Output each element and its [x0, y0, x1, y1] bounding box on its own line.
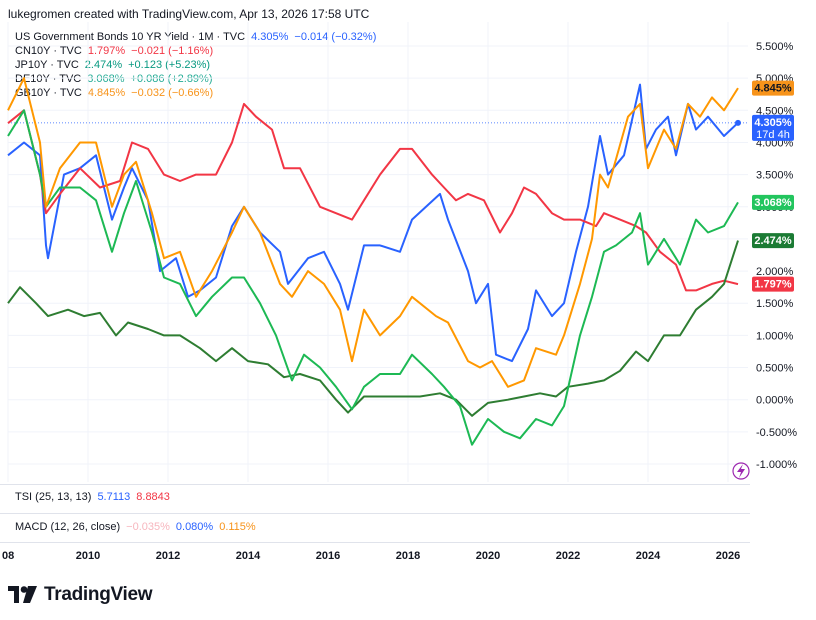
price-label-countdown: 17d 4h	[756, 129, 790, 141]
y-tick-label: 5.500%	[756, 41, 794, 53]
legend-symbol: CN10Y · TVC	[15, 45, 82, 57]
y-tick-label: 0.000%	[756, 395, 794, 407]
macd-value-2: 0.080%	[175, 521, 214, 533]
price-label: 4.305%	[754, 117, 792, 129]
pane-divider[interactable]	[0, 513, 750, 514]
x-axis: 08 2010 2012 2014 2016 2018 2020 2022 2024 2026	[2, 550, 740, 562]
pane-divider	[0, 542, 750, 543]
y-tick-label: 0.500%	[756, 363, 794, 375]
tradingview-logo-icon	[8, 586, 37, 603]
series-line-cn10y	[7, 102, 739, 292]
price-label: 4.845%	[754, 83, 792, 95]
x-tick-label: 2020	[476, 550, 500, 562]
legend-value: 4.305%	[251, 31, 289, 43]
price-label-bg	[752, 233, 794, 249]
macd-value-3: 0.115%	[219, 521, 256, 533]
tsi-label: TSI (25, 13, 13)	[15, 491, 92, 503]
series-line-gb10y	[7, 77, 739, 388]
legend-value: 1.797%	[87, 45, 126, 57]
y-tick-label: -0.500%	[756, 427, 797, 439]
y-axis: 5.500%5.000%4.500%4.000%3.500%3.000%2.50…	[756, 41, 797, 471]
x-tick-label: 2016	[316, 550, 340, 562]
price-label-bg	[752, 80, 794, 96]
legend-symbol: GB10Y · TVC	[15, 87, 82, 99]
series-line-de10y	[7, 109, 739, 446]
price-label-bg	[752, 276, 794, 292]
legend-symbol: DE10Y · TVC	[15, 73, 82, 85]
lightning-icon[interactable]	[732, 462, 750, 480]
y-tick-label: 3.500%	[756, 170, 794, 182]
legend-value: 4.845%	[87, 87, 126, 99]
macd-value-1: −0.035%	[126, 521, 170, 533]
x-tick-label: 08	[2, 550, 14, 562]
chart-grid	[7, 22, 748, 482]
y-tick-label: -1.000%	[756, 459, 797, 471]
legend-gb10y[interactable]: GB10Y · TVC 4.845% −0.032 (−0.66%)	[15, 86, 376, 100]
x-tick-label: 2024	[636, 550, 661, 562]
tradingview-logo-text: TradingView	[44, 584, 153, 605]
x-tick-label: 2012	[156, 550, 180, 562]
y-tick-label: 2.000%	[756, 266, 794, 278]
legend-change: −0.021 (−1.16%)	[131, 45, 214, 57]
legend-symbol: JP10Y · TVC	[15, 59, 79, 71]
macd-indicator[interactable]: MACD (12, 26, close) −0.035% 0.080% 0.115%	[15, 521, 256, 533]
tsi-value-2: 8.8843	[136, 491, 170, 503]
chart-attribution: lukegromen created with TradingView.com,…	[8, 7, 370, 21]
x-tick-label: 2026	[716, 550, 740, 562]
y-tick-label: 1.500%	[756, 298, 794, 310]
x-tick-label: 2018	[396, 550, 420, 562]
macd-label: MACD (12, 26, close)	[15, 521, 121, 533]
x-tick-label: 2010	[76, 550, 100, 562]
legend-jp10y[interactable]: JP10Y · TVC 2.474% +0.123 (+5.23%)	[15, 58, 376, 72]
tradingview-logo[interactable]: TradingView	[8, 583, 153, 607]
last-price-marker	[735, 119, 741, 126]
pane-divider[interactable]	[0, 484, 750, 485]
legend-change: +0.086 (+2.89%)	[130, 73, 213, 85]
legend-us10y[interactable]: US Government Bonds 10 YR Yield · 1M · T…	[15, 30, 376, 44]
legend-cn10y[interactable]: CN10Y · TVC 1.797% −0.021 (−1.16%)	[15, 44, 376, 58]
legend-change: +0.123 (+5.23%)	[128, 59, 211, 71]
legend-value: 2.474%	[84, 59, 123, 71]
chart-series	[7, 77, 739, 446]
price-label: 1.797%	[754, 279, 792, 291]
tsi-indicator[interactable]: TSI (25, 13, 13) 5.7113 8.8843	[15, 491, 170, 503]
legend-change: −0.014 (−0.32%)	[294, 31, 377, 43]
legend-change: −0.032 (−0.66%)	[131, 87, 214, 99]
price-label-bg	[752, 194, 794, 210]
legend-value: 3.068%	[87, 73, 125, 85]
price-labels: 4.845% 4.305%17d 4h 3.068% 2.474% 1.797%	[735, 80, 794, 292]
price-label-bg	[752, 114, 794, 141]
x-tick-label: 2022	[556, 550, 580, 562]
price-label: 3.068%	[754, 197, 792, 209]
y-tick-label: 1.000%	[756, 330, 794, 342]
series-line-jp10y	[7, 240, 739, 417]
legend-symbol: US Government Bonds 10 YR Yield · 1M · T…	[15, 31, 246, 43]
legend-de10y[interactable]: DE10Y · TVC 3.068% +0.086 (+2.89%)	[15, 72, 376, 86]
x-tick-label: 2014	[236, 550, 261, 562]
tsi-value-1: 5.7113	[97, 491, 131, 503]
price-label: 2.474%	[754, 235, 792, 247]
chart-legend: US Government Bonds 10 YR Yield · 1M · T…	[15, 30, 376, 100]
series-line-us10y	[7, 83, 739, 363]
y-tick-label: 4.500%	[756, 105, 794, 117]
